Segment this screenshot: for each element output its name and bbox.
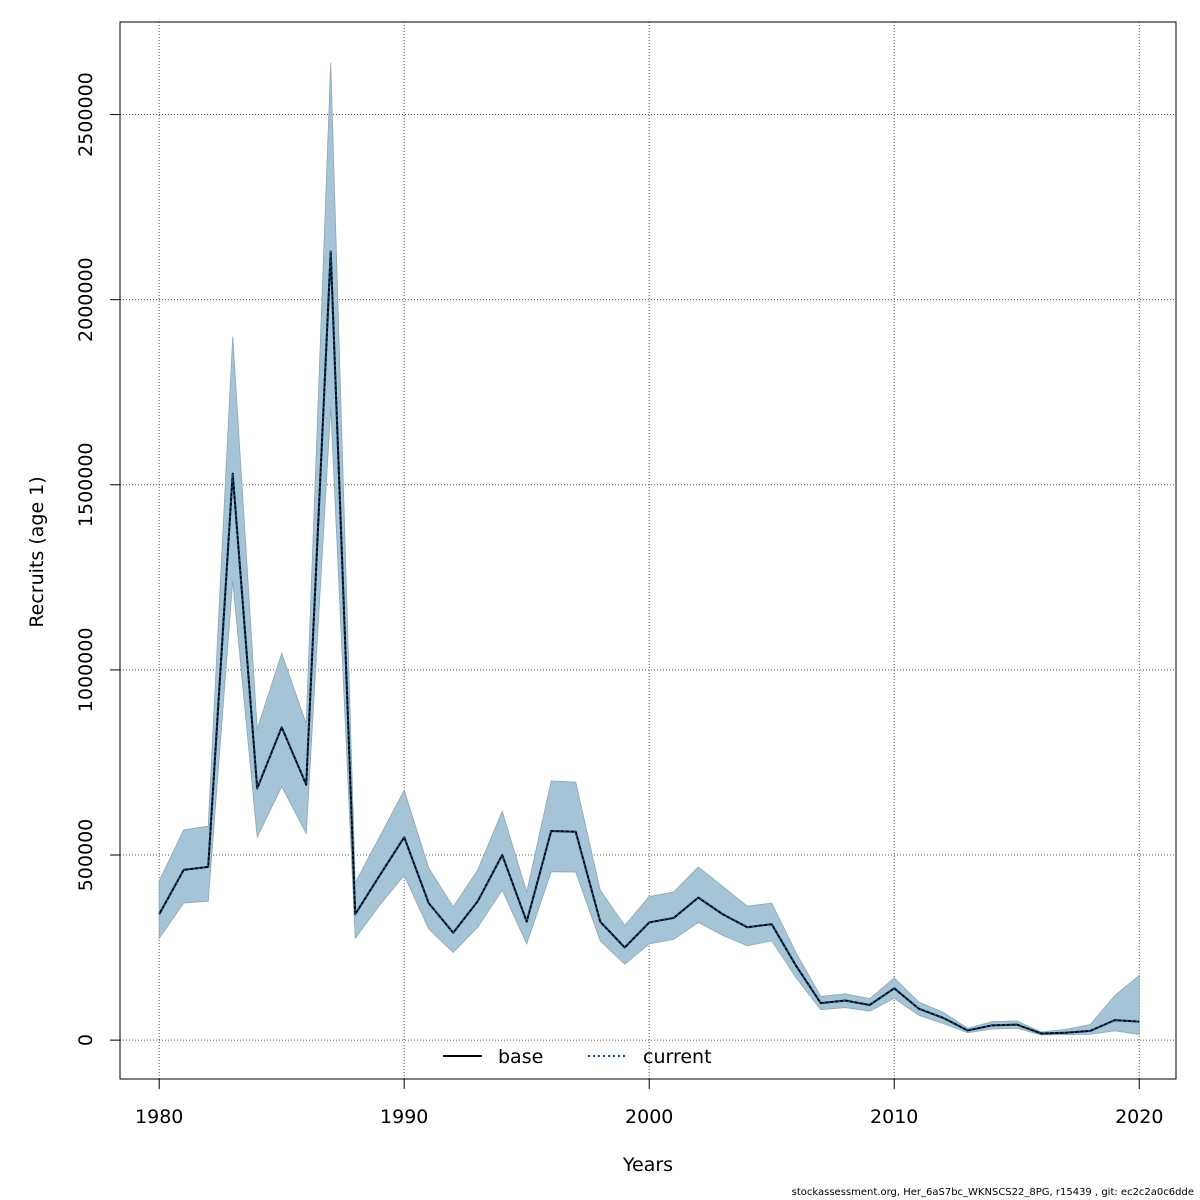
y-tick-label: 1500000	[75, 442, 97, 527]
y-tick-label: 0	[75, 1034, 97, 1046]
series-line-current	[158, 250, 1140, 1035]
y-tick-label: 500000	[75, 819, 97, 892]
x-tick-label: 2010	[870, 1106, 918, 1128]
grid-lines	[120, 22, 1176, 1079]
y-axis-label: Recruits (age 1)	[26, 476, 48, 627]
x-axis-label: Years	[622, 1154, 673, 1176]
legend: base current	[443, 1046, 712, 1068]
footer-credit: stockassessment.org, Her_6aS7bc_WKNSCS22…	[791, 1187, 1194, 1198]
y-tick-label: 1000000	[75, 628, 97, 713]
y-tick-label: 2000000	[75, 257, 97, 342]
series-lines	[158, 250, 1140, 1035]
legend-current-label: current	[643, 1046, 712, 1068]
legend-base-label: base	[498, 1046, 543, 1068]
x-tick-label: 1980	[135, 1106, 183, 1128]
x-tick-label: 2020	[1115, 1106, 1163, 1128]
axes: 1980 1990 2000 2010 2020 0 500000 1000000 150000…	[75, 72, 1163, 1128]
y-tick-label: 2500000	[75, 72, 97, 157]
confidence-band	[158, 62, 1140, 1036]
x-tick-label: 2000	[625, 1106, 673, 1128]
x-tick-label: 1990	[380, 1106, 428, 1128]
confidence-band-group	[158, 62, 1140, 1036]
